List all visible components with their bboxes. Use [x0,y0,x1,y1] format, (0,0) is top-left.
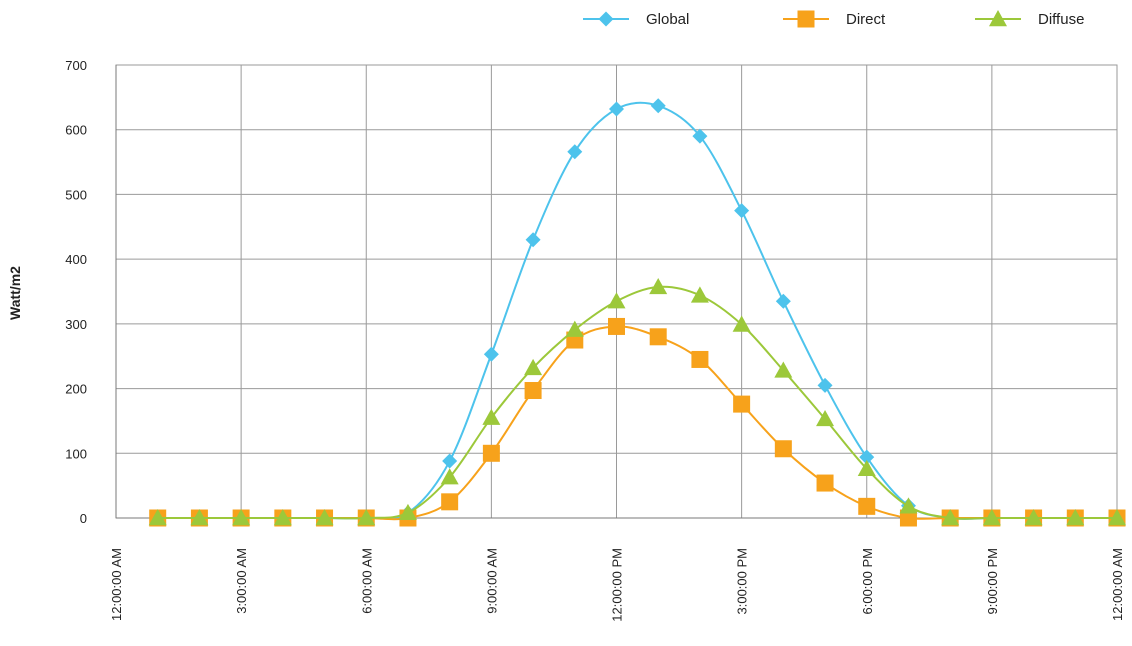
y-tick-label: 200 [65,382,87,397]
data-point-global [734,203,750,219]
data-point-global [609,101,624,117]
data-point-diffuse [732,315,751,332]
data-point-diffuse [774,361,793,378]
data-point-diffuse [190,509,209,526]
data-point-global [859,449,875,465]
data-point-direct [733,395,751,413]
data-point-diffuse [232,509,251,526]
data-point-diffuse [816,409,835,427]
legend-item-global: Global [583,11,689,28]
series-line-global [157,101,1117,520]
data-point-diffuse [482,408,501,425]
y-tick-label: 600 [65,123,87,138]
grid [115,64,1118,519]
x-tick-label: 3:00:00 PM [735,548,750,615]
data-point-diffuse [690,286,709,303]
data-point-global [442,453,458,469]
data-point-global [567,144,583,160]
legend-label-global: Global [646,11,689,28]
data-point-direct [858,497,876,515]
data-point-global [817,377,833,393]
x-tick-label: 12:00:00 PM [610,548,625,622]
legend-label-diffuse: Diffuse [1038,11,1084,28]
data-point-direct [816,474,834,492]
data-point-diffuse [1066,509,1085,526]
series-line-direct [157,325,1117,521]
data-point-diffuse [565,320,584,337]
data-point-diffuse [148,509,167,526]
x-tick-label: 6:00:00 PM [860,548,875,615]
x-tick-label: 12:00:00 AM [1110,548,1125,621]
data-point-diffuse [607,292,626,309]
legend-label-direct: Direct [846,11,886,28]
data-point-direct [774,440,792,458]
data-point-global [525,232,541,248]
series-global [150,98,1125,526]
data-point-diffuse [440,468,459,485]
x-tick-label: 12:00:00 AM [109,548,124,621]
y-axis-label: Watt/m2 [7,266,23,320]
axes: 0 100 200 300 400 500 600 700 12:00:00 AM 3:00:00… [65,58,1125,622]
data-point-diffuse [398,503,417,521]
x-tick-label: 3:00:00 AM [234,548,249,614]
data-point-diffuse [649,277,668,295]
y-tick-label: 0 [80,511,87,526]
y-tick-label: 700 [65,58,87,73]
legend-item-direct: Direct [783,10,886,28]
y-tick-label: 500 [65,187,87,202]
data-point-direct [441,493,459,511]
x-tick-label: 6:00:00 AM [359,548,374,614]
data-point-diffuse [357,509,376,526]
data-point-diffuse [1108,509,1126,526]
data-point-diffuse [982,509,1001,526]
data-point-global [483,346,499,362]
data-point-direct [608,317,625,335]
data-point-direct [524,382,542,400]
legend-item-diffuse: Diffuse [975,10,1084,28]
series [148,98,1126,527]
legend-marker-diffuse [989,10,1007,27]
legend: Global Direct Diffuse [583,10,1084,28]
data-point-diffuse [941,509,960,526]
x-tick-label: 9:00:00 AM [484,548,499,614]
y-tick-label: 100 [65,446,87,461]
series-direct [149,317,1126,527]
data-point-direct [649,328,667,346]
data-point-global [692,128,708,144]
data-point-diffuse [1024,509,1043,526]
legend-marker-global [598,11,614,27]
legend-marker-direct [797,10,815,28]
data-point-diffuse [273,509,292,526]
data-point-diffuse [857,459,876,477]
data-point-direct [899,509,917,527]
data-point-global [650,98,666,114]
x-tick-label: 9:00:00 PM [985,548,1000,615]
data-point-diffuse [899,497,918,514]
data-point-direct [482,444,500,462]
data-point-diffuse [315,509,334,526]
series-diffuse [148,277,1126,526]
y-tick-label: 400 [65,252,87,267]
series-line-diffuse [157,285,1117,520]
y-tick-label: 300 [65,317,87,332]
data-point-global [775,293,791,309]
data-point-diffuse [524,358,543,376]
data-point-direct [691,350,709,368]
